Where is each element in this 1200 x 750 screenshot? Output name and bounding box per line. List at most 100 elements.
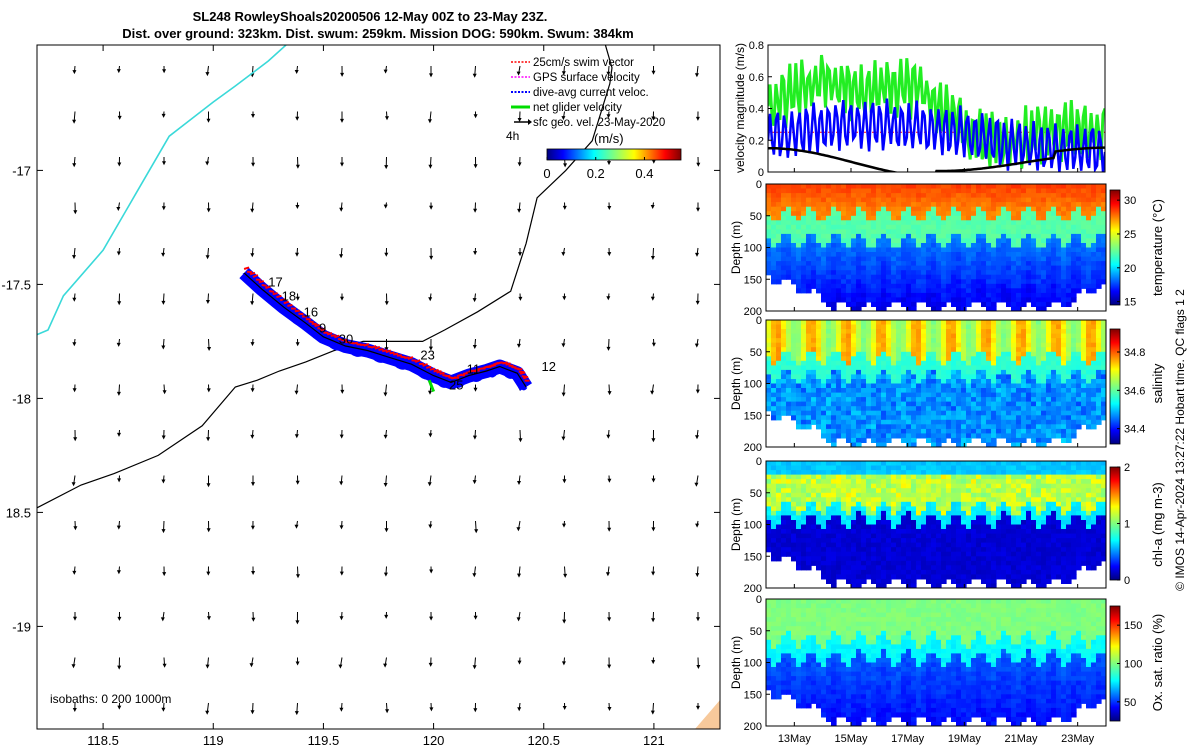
profile-cell	[976, 329, 982, 335]
profile-cell	[951, 197, 957, 203]
profile-cell	[861, 560, 867, 566]
profile-cell	[856, 515, 862, 521]
profile-cell	[1046, 383, 1052, 389]
profile-cell	[1021, 224, 1027, 230]
profile-cell	[791, 197, 797, 203]
profile-cell	[841, 247, 847, 253]
profile-cell	[1021, 351, 1027, 357]
profile-cell	[776, 410, 782, 416]
profile-cell	[1046, 379, 1052, 385]
profile-cell	[786, 379, 792, 385]
profile-cell	[881, 461, 887, 467]
profile-cell	[916, 542, 922, 548]
profile-cell	[1001, 215, 1007, 221]
profile-cell	[771, 388, 777, 394]
profile-cell	[801, 483, 807, 489]
profile-cell	[981, 193, 987, 199]
profile-cell	[1006, 283, 1012, 289]
profile-cell	[891, 379, 897, 385]
profile-cell	[931, 565, 937, 571]
profile-cell	[1101, 279, 1106, 285]
profile-cell	[1066, 419, 1072, 425]
profile-cell	[856, 501, 862, 507]
profile-cell	[901, 501, 907, 507]
profile-cell	[931, 202, 937, 208]
profile-cell	[971, 401, 977, 407]
profile-cell	[826, 560, 832, 566]
profile-cell	[891, 479, 897, 485]
profile-cell	[831, 283, 837, 289]
profile-cell	[846, 397, 852, 403]
profile-cell	[1036, 320, 1042, 326]
profile-cell	[906, 365, 912, 371]
profile-cell	[951, 551, 957, 557]
profile-cell	[806, 238, 812, 244]
profile-cell	[851, 342, 857, 348]
profile-cell	[1011, 392, 1017, 398]
profile-cell	[1061, 193, 1067, 199]
profile-cell	[826, 415, 832, 421]
profile-cell	[1066, 229, 1072, 235]
profile-cell	[921, 410, 927, 416]
profile-cell	[861, 347, 867, 353]
profile-cell	[791, 261, 797, 267]
profile-cell	[1016, 224, 1022, 230]
profile-cell	[946, 256, 952, 262]
surface-velocity-arrow	[695, 247, 699, 257]
profile-cell	[771, 324, 777, 330]
profile-cell	[886, 392, 892, 398]
profile-cell	[766, 333, 772, 339]
profile-cell	[776, 320, 782, 326]
profile-cell	[841, 538, 847, 544]
profile-cell	[921, 356, 927, 362]
profile-cell	[1026, 292, 1032, 298]
profile-cell	[781, 383, 787, 389]
profile-cell	[786, 501, 792, 507]
swim-vector-mark	[268, 290, 275, 293]
profile-cell	[816, 529, 822, 535]
profile-cell	[1056, 283, 1062, 289]
profile-cell	[891, 252, 897, 258]
profile-cell	[976, 406, 982, 412]
profile-cell	[896, 288, 902, 294]
profile-cell	[901, 565, 907, 571]
profile-cell	[1066, 279, 1072, 285]
profile-cell	[946, 379, 952, 385]
profile-cell	[961, 433, 967, 439]
profile-cell	[921, 488, 927, 494]
profile-cell	[766, 193, 772, 199]
profile-cell	[951, 470, 957, 476]
profile-cell	[871, 556, 877, 562]
profile-cell	[1001, 270, 1007, 276]
profile-cell	[781, 356, 787, 362]
profile-cell	[986, 397, 992, 403]
profile-cell	[806, 324, 812, 330]
profile-cell	[876, 351, 882, 357]
profile-cell	[991, 279, 997, 285]
profile-cell	[866, 347, 872, 353]
profile-cell	[1036, 229, 1042, 235]
profile-cell	[926, 401, 932, 407]
profile-cell	[801, 424, 807, 430]
profile-cell	[881, 220, 887, 226]
profile-cell	[1026, 243, 1032, 249]
profile-cell	[1061, 397, 1067, 403]
profile-cell	[846, 292, 852, 298]
profile-cell	[876, 479, 882, 485]
profile-cell	[1061, 274, 1067, 280]
profile-cell	[881, 288, 887, 294]
swim-vector-mark	[258, 280, 265, 284]
profile-cell	[956, 297, 962, 303]
profile-cell	[851, 529, 857, 535]
profile-cell	[916, 224, 922, 230]
profile-cell	[1051, 329, 1057, 335]
profile-cell	[841, 265, 847, 271]
profile-cell	[1086, 211, 1092, 217]
dive-avg-loop	[344, 345, 369, 357]
profile-cell	[911, 379, 917, 385]
profile-cell	[1016, 252, 1022, 258]
profile-cell	[961, 342, 967, 348]
profile-cell	[966, 229, 972, 235]
profile-cell	[796, 320, 802, 326]
profile-cell	[781, 188, 787, 194]
